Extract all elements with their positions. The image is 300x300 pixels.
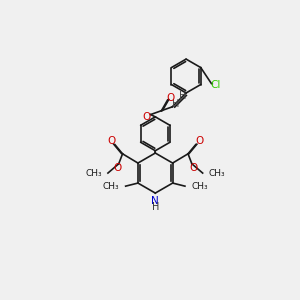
Text: N: N (152, 196, 159, 206)
Text: H: H (172, 99, 179, 109)
Text: O: O (189, 163, 197, 173)
Text: O: O (107, 136, 115, 146)
Text: O: O (113, 163, 121, 173)
Text: H: H (152, 202, 159, 212)
Text: H: H (179, 91, 187, 101)
Text: O: O (143, 112, 151, 122)
Text: O: O (196, 136, 204, 146)
Text: O: O (167, 93, 175, 103)
Text: CH₃: CH₃ (85, 169, 102, 178)
Text: Cl: Cl (210, 80, 220, 89)
Text: CH₃: CH₃ (103, 182, 119, 191)
Text: CH₃: CH₃ (209, 169, 225, 178)
Text: CH₃: CH₃ (191, 182, 208, 191)
